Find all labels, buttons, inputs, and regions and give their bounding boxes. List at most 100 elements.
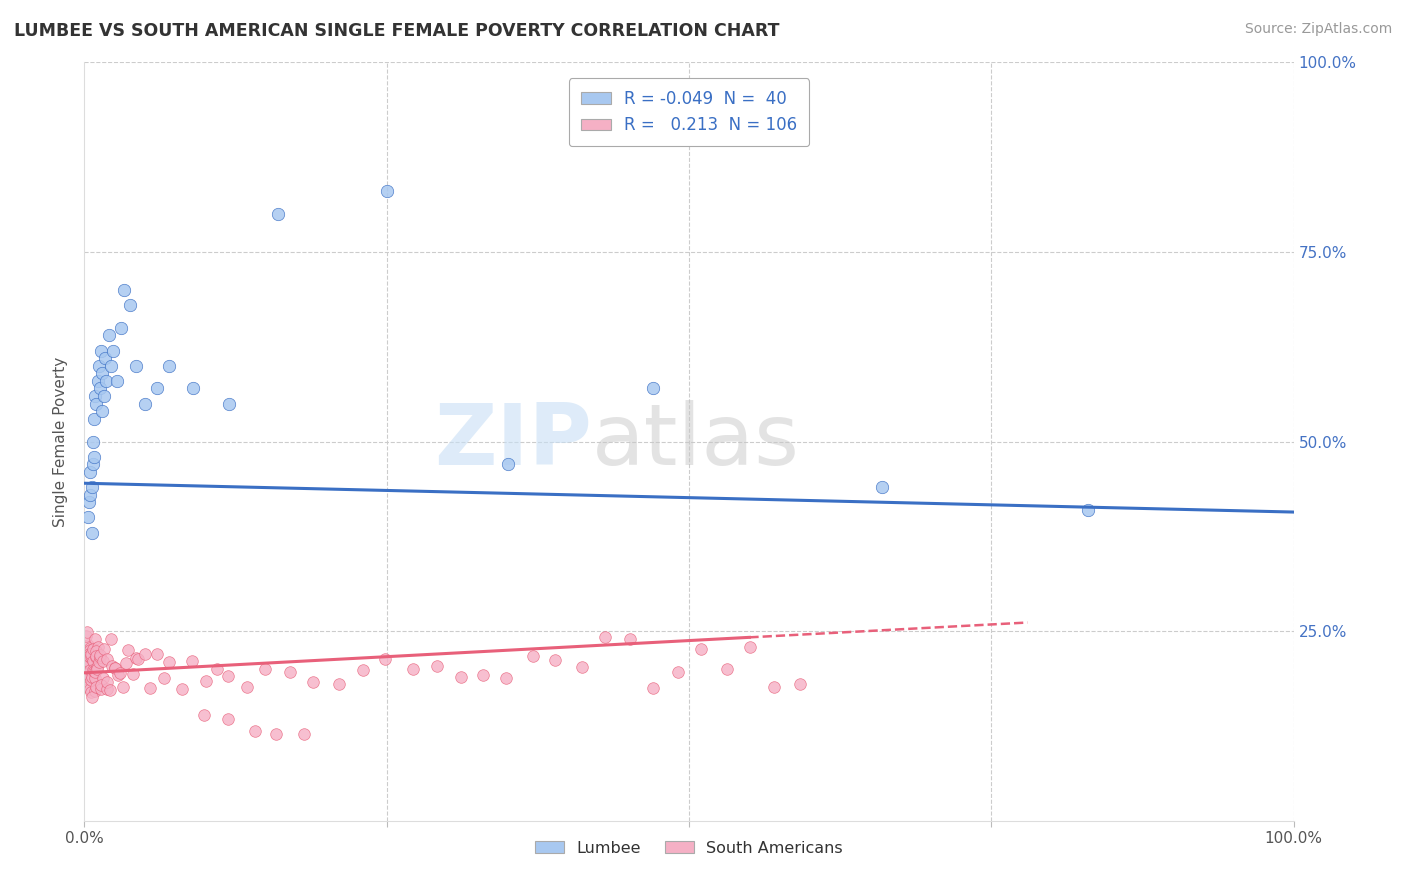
Point [93, 389, 115, 403]
Point [93, 672, 115, 686]
Point [643, 681, 665, 696]
Point [86, 680, 108, 694]
Point [83, 656, 105, 670]
Point [83, 412, 105, 426]
Point [101, 658, 124, 673]
Point [94, 374, 117, 388]
Point [80, 525, 103, 540]
Point [97, 328, 120, 343]
Point [76, 680, 98, 694]
Point [84, 643, 107, 657]
Point [82, 458, 104, 472]
Point [80, 670, 103, 684]
Point [94, 351, 117, 366]
Point [77, 672, 100, 686]
Point [83, 665, 105, 679]
Point [426, 659, 449, 673]
Point [91, 404, 114, 418]
Point [93, 654, 115, 668]
Point [496, 458, 519, 472]
Point [98, 682, 121, 697]
Point [125, 650, 148, 665]
Point [181, 382, 204, 396]
Point [89, 650, 111, 665]
Point [544, 653, 567, 667]
Point [374, 652, 396, 666]
Point [375, 184, 398, 198]
Point [495, 671, 517, 685]
Point [80, 690, 103, 704]
Point [789, 677, 811, 691]
Point [108, 665, 131, 680]
Point [86, 396, 108, 410]
Point [266, 727, 288, 741]
Legend: Lumbee, South Americans: Lumbee, South Americans [529, 834, 849, 862]
Point [83, 450, 105, 464]
Point [522, 648, 544, 663]
Point [103, 343, 125, 358]
Point [87, 359, 110, 373]
Point [217, 669, 239, 683]
Point [90, 343, 112, 358]
Point [217, 712, 239, 726]
Text: ZIP: ZIP [434, 400, 592, 483]
Point [82, 642, 104, 657]
Point [91, 366, 114, 380]
Point [352, 663, 374, 677]
Point [134, 647, 156, 661]
Point [110, 320, 132, 334]
Point [401, 661, 423, 675]
Point [243, 723, 266, 738]
Point [80, 651, 103, 665]
Point [134, 396, 156, 410]
Point [716, 662, 738, 676]
Point [571, 660, 593, 674]
Point [83, 632, 105, 646]
Point [77, 510, 100, 524]
Point [205, 663, 228, 677]
Point [84, 389, 107, 403]
Point [80, 480, 103, 494]
Point [100, 632, 122, 647]
Point [82, 654, 104, 668]
Point [254, 663, 277, 677]
Point [79, 487, 101, 501]
Point [450, 670, 472, 684]
Point [104, 661, 127, 675]
Point [194, 673, 217, 688]
Point [146, 382, 169, 396]
Point [100, 359, 122, 373]
Point [104, 661, 127, 675]
Point [139, 681, 162, 696]
Point [111, 680, 134, 694]
Point [157, 655, 180, 669]
Point [76, 655, 98, 669]
Point [77, 658, 100, 673]
Point [79, 640, 101, 655]
Point [117, 643, 139, 657]
Point [301, 674, 323, 689]
Point [79, 664, 101, 678]
Point [90, 682, 112, 697]
Point [83, 684, 105, 698]
Point [146, 647, 169, 661]
Point [157, 359, 180, 373]
Point [89, 648, 111, 662]
Point [172, 682, 194, 697]
Point [77, 495, 100, 509]
Point [328, 676, 350, 690]
Point [75, 671, 97, 685]
Point [105, 374, 128, 388]
Y-axis label: Single Female Poverty: Single Female Poverty [53, 357, 69, 526]
Point [77, 638, 100, 652]
Point [292, 726, 315, 740]
Point [80, 648, 103, 663]
Point [93, 641, 115, 656]
Point [114, 656, 136, 670]
Point [79, 648, 101, 663]
Point [122, 666, 145, 681]
Point [690, 641, 713, 656]
Point [76, 651, 98, 665]
Point [763, 681, 786, 695]
Point [82, 663, 104, 677]
